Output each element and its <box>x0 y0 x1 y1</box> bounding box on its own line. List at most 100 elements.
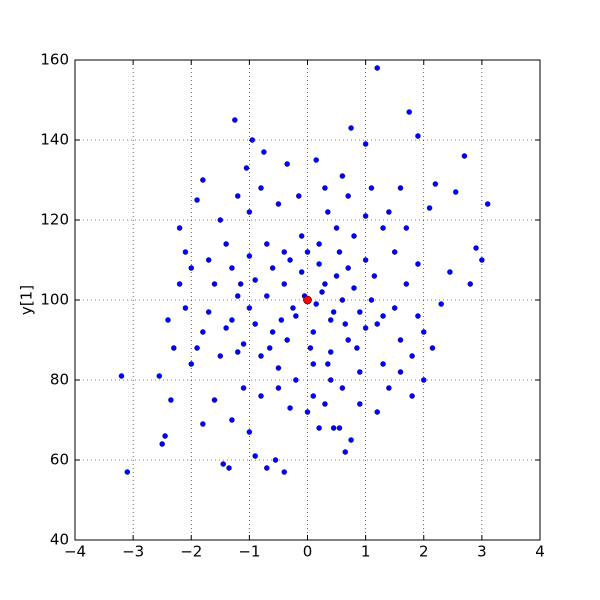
point <box>264 293 270 299</box>
point <box>188 265 194 271</box>
point <box>200 329 206 335</box>
point <box>159 441 165 447</box>
point <box>252 321 258 327</box>
point <box>310 361 317 367</box>
x-tick-label: −1 <box>238 543 260 561</box>
point <box>171 345 177 351</box>
y-tick-label: 160 <box>40 51 69 69</box>
point <box>176 225 183 231</box>
point <box>380 361 386 367</box>
x-tick-label: 2 <box>419 543 429 561</box>
point <box>220 461 226 467</box>
point <box>316 261 322 267</box>
point <box>303 295 312 305</box>
point <box>240 341 247 347</box>
point <box>249 137 256 143</box>
point <box>235 349 241 355</box>
point <box>252 453 258 459</box>
point <box>330 425 337 431</box>
point <box>266 345 273 351</box>
point <box>374 65 380 71</box>
point <box>330 309 337 315</box>
point <box>124 469 131 475</box>
point <box>374 321 380 327</box>
point <box>391 249 398 255</box>
point <box>339 297 346 303</box>
point <box>421 377 427 383</box>
point <box>246 209 253 215</box>
point <box>223 325 229 331</box>
point <box>325 209 331 215</box>
point <box>296 193 302 199</box>
point <box>246 253 253 259</box>
point <box>409 393 415 399</box>
point <box>194 345 200 351</box>
point <box>322 401 328 407</box>
point <box>235 293 241 299</box>
point <box>272 457 279 463</box>
point <box>205 309 212 315</box>
point <box>345 193 351 199</box>
point <box>319 289 325 295</box>
x-tick-label: −2 <box>180 543 202 561</box>
point <box>316 425 322 431</box>
point <box>281 281 287 287</box>
point <box>354 345 360 351</box>
point <box>345 265 351 271</box>
point <box>348 125 354 131</box>
point <box>432 181 439 187</box>
point <box>290 305 296 311</box>
point <box>281 469 287 475</box>
point <box>415 313 421 319</box>
point <box>211 397 218 403</box>
point <box>415 261 421 267</box>
point <box>293 377 299 383</box>
point <box>304 409 311 415</box>
point <box>325 361 331 367</box>
point <box>232 117 238 123</box>
plot-frame <box>74 59 541 541</box>
point <box>229 317 235 323</box>
point <box>473 245 479 251</box>
point <box>307 345 314 351</box>
point <box>275 385 282 391</box>
point <box>287 257 293 263</box>
point <box>429 345 436 351</box>
point <box>484 201 491 207</box>
x-tick-label: 3 <box>477 543 487 561</box>
point <box>284 337 290 343</box>
point <box>298 233 305 239</box>
y-axis-label: y[1] <box>18 285 36 315</box>
point <box>406 109 412 115</box>
point <box>362 325 369 331</box>
x-tick-label: −4 <box>64 543 86 561</box>
point <box>275 201 282 207</box>
point <box>374 409 380 415</box>
y-tick-label: 120 <box>40 211 69 229</box>
point <box>226 465 232 471</box>
point <box>278 317 285 323</box>
point <box>229 265 235 271</box>
point <box>235 193 241 199</box>
point <box>339 173 346 179</box>
point <box>380 313 386 319</box>
point <box>391 305 398 311</box>
point <box>258 353 264 359</box>
point <box>357 369 363 375</box>
point <box>217 217 224 223</box>
point <box>246 429 253 435</box>
point <box>322 281 328 287</box>
point <box>336 249 343 255</box>
point <box>333 273 340 279</box>
point <box>304 249 311 255</box>
point <box>313 301 319 307</box>
point <box>316 241 322 247</box>
point <box>313 157 319 163</box>
point <box>168 397 174 403</box>
point <box>162 433 168 439</box>
point <box>368 185 375 191</box>
point <box>261 149 267 155</box>
x-tick-label: 0 <box>303 543 313 561</box>
y-tick-label: 80 <box>50 371 69 389</box>
